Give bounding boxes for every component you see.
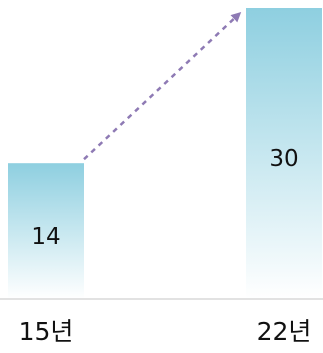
trend-arrow <box>83 11 242 161</box>
x-tick-label-1: 15년 <box>19 317 74 346</box>
x-tick-label-2: 22년 <box>257 317 312 346</box>
bar-2 <box>246 8 322 299</box>
bar-1 <box>8 163 84 299</box>
bars-group <box>8 8 322 299</box>
bar-value-label-1: 14 <box>31 224 60 250</box>
labels-group: 14 15년 30 22년 <box>19 146 312 346</box>
bar-value-label-2: 30 <box>269 146 298 172</box>
